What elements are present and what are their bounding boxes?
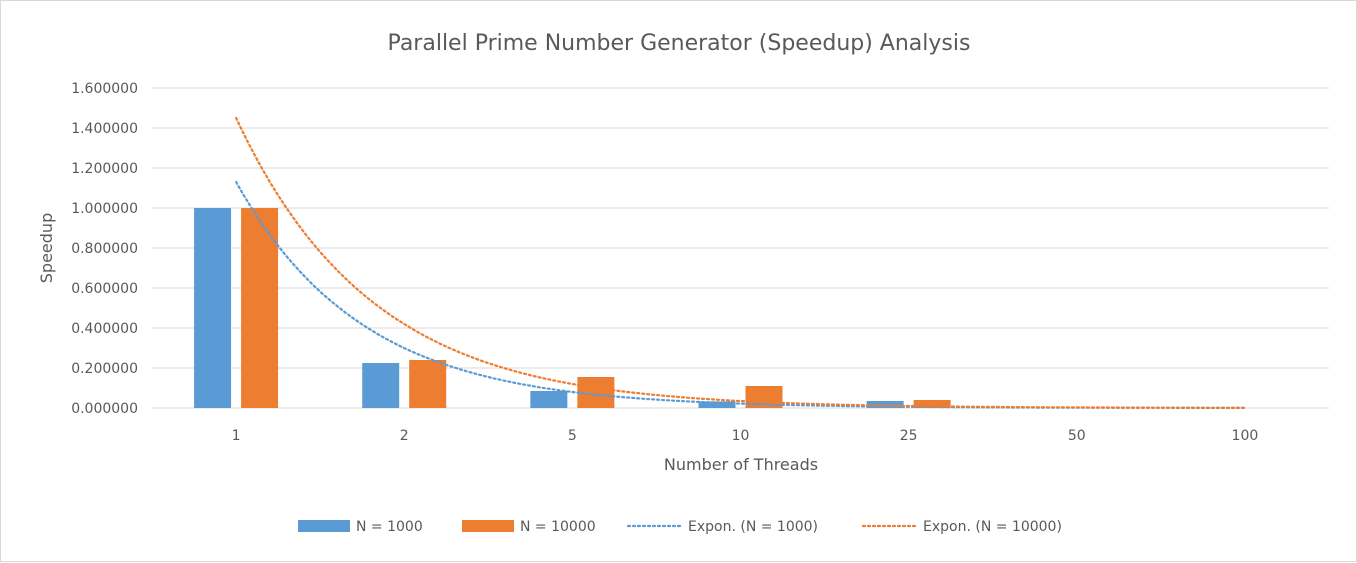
bar bbox=[194, 208, 232, 408]
bar bbox=[241, 208, 279, 408]
x-tick-label: 25 bbox=[900, 428, 918, 444]
y-tick-label: 0.400000 bbox=[71, 321, 138, 337]
y-tick-label: 1.200000 bbox=[71, 161, 138, 177]
legend-swatch bbox=[462, 520, 514, 532]
y-tick-label: 1.400000 bbox=[71, 121, 138, 137]
x-tick-label: 2 bbox=[400, 428, 409, 444]
trendlines bbox=[235, 116, 1247, 409]
x-tick-label: 50 bbox=[1068, 428, 1086, 444]
bars bbox=[194, 208, 951, 408]
x-axis-title: Number of Threads bbox=[664, 455, 818, 474]
legend-label: N = 1000 bbox=[356, 519, 423, 535]
legend-swatch bbox=[298, 520, 350, 532]
y-tick-label: 0.600000 bbox=[71, 281, 138, 297]
legend-label: N = 10000 bbox=[520, 519, 596, 535]
bar bbox=[866, 401, 904, 408]
bar bbox=[409, 360, 447, 408]
y-tick-label: 0.000000 bbox=[71, 401, 138, 417]
gridlines bbox=[152, 87, 1329, 409]
bar bbox=[913, 400, 951, 408]
y-tick-label: 1.600000 bbox=[71, 81, 138, 97]
trendline bbox=[235, 116, 1247, 409]
x-tick-label: 1 bbox=[232, 428, 241, 444]
legend-label: Expon. (N = 10000) bbox=[923, 519, 1062, 535]
y-axis-title: Speedup bbox=[37, 213, 56, 283]
y-tick-label: 1.000000 bbox=[71, 201, 138, 217]
x-tick-label: 10 bbox=[732, 428, 750, 444]
legend: N = 1000 N = 10000 Expon. (N = 1000) Expon.… bbox=[298, 519, 1062, 535]
x-tick-labels: 1 2 5 10 25 50 100 bbox=[232, 428, 1259, 444]
chart-title: Parallel Prime Number Generator (Speedup… bbox=[388, 31, 971, 56]
y-tick-label: 0.800000 bbox=[71, 241, 138, 257]
y-tick-label: 0.200000 bbox=[71, 361, 138, 377]
bar bbox=[362, 363, 400, 408]
bar bbox=[698, 401, 736, 408]
legend-label: Expon. (N = 1000) bbox=[688, 519, 818, 535]
x-tick-label: 5 bbox=[568, 428, 577, 444]
x-tick-label: 100 bbox=[1232, 428, 1259, 444]
y-tick-labels: 0.000000 0.200000 0.400000 0.600000 0.800000… bbox=[71, 81, 138, 417]
bar bbox=[530, 391, 568, 408]
